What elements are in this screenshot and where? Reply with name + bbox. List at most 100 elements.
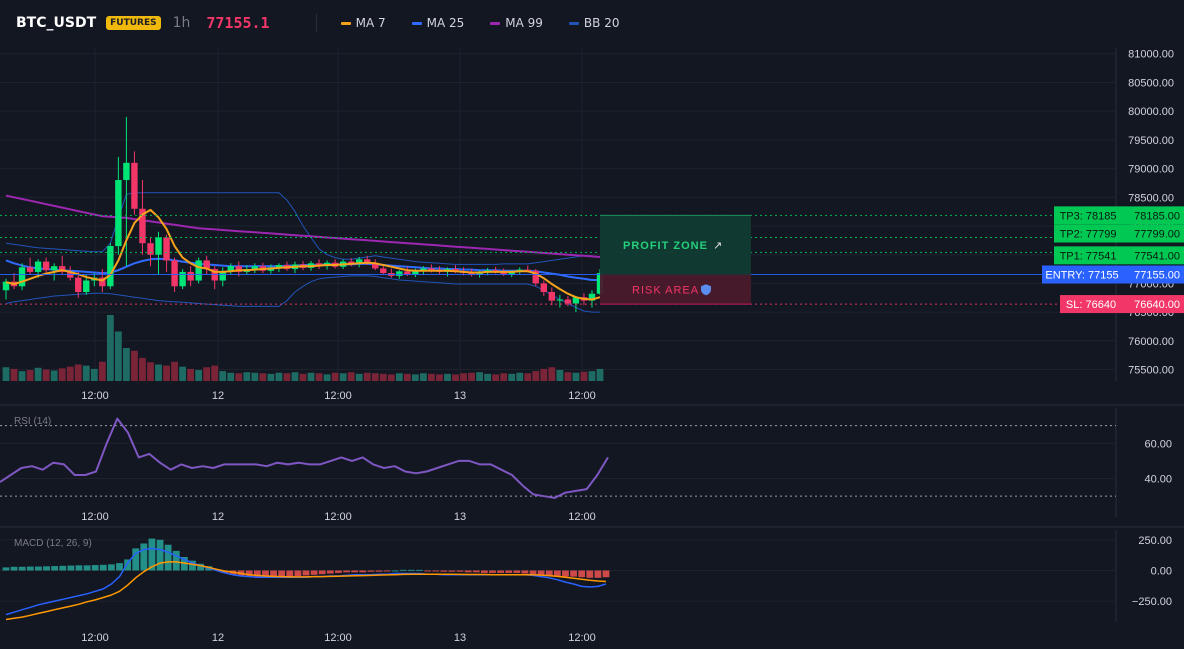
volume-bar [195,370,203,381]
candle-body [131,162,138,209]
x-tick-label: 12:00 [324,390,352,402]
candle-body [428,268,435,271]
candle-body [99,277,106,287]
macd-y-tick-label: 0.00 [1151,565,1172,577]
volume-bar [163,365,170,381]
macd-histogram-bar [197,563,204,571]
macd-histogram-bar [18,566,26,571]
level-tag-bg [1054,206,1122,225]
level-axis-text: 76640.00 [1134,299,1180,311]
macd-histogram-bar [416,569,423,571]
legend-label: MA 99 [505,16,543,30]
volume-bar [315,373,323,381]
volume-bar [468,372,475,381]
candle-body [42,261,50,271]
candle-body [476,272,483,275]
candle-body [347,261,355,264]
level-axis-text: 77799.00 [1134,229,1180,241]
candle-body [588,293,596,301]
futures-badge: FUTURES [106,16,161,30]
volume-bar [588,371,596,381]
candle-body [275,265,283,268]
chart-header: BTC_USDT FUTURES 1h 77155.1 MA 7 MA 25 M… [0,0,1184,46]
volume-bar [411,374,419,381]
macd-pane[interactable]: −250.00 0.00 250.00 MACD (12, 26, 9) 12:00 12… [0,530,1172,644]
level-tag-text: ENTRY: 77155 [1045,269,1118,281]
volume-bar [98,361,106,381]
macd-histogram-bar [91,565,99,571]
symbol-name[interactable]: BTC_USDT [16,15,97,31]
x-tick-label: 13 [454,511,466,523]
volume-bar [403,373,411,381]
x-tick-label: 12:00 [81,511,109,523]
legend-ma99[interactable]: MA 99 [490,16,543,30]
macd-histogram-bar [399,569,407,571]
volume-bar [387,374,395,381]
level-tag-text: SL: 76640 [1066,299,1116,311]
ma99-line [5,194,601,258]
level-tag-bg [1054,246,1122,265]
x-tick-label: 13 [454,632,466,644]
volume-bar [251,372,259,381]
macd-histogram-bar [26,566,34,571]
macd-histogram-bar [553,570,561,576]
legend-ma7[interactable]: MA 7 [340,16,386,30]
macd-histogram-bar [326,570,334,574]
volume-bar [596,368,604,381]
y-tick-label: 80000.00 [1128,106,1174,118]
rsi-y-tick-label: 40.00 [1144,474,1172,486]
level-axis-bg [1122,265,1184,284]
level-tag-bg [1060,295,1122,314]
x-tick-label: 12:00 [568,632,596,644]
bb-lower-line [5,275,600,313]
volume-bar [2,367,10,381]
candle-body [227,266,234,272]
volume-bar [90,368,98,381]
candle-body [572,297,580,304]
timeframe-label[interactable]: 1h [172,15,191,31]
level-tag-entry: ENTRY: 77155 77155.00 [1042,265,1184,284]
bb20-swatch [568,21,579,25]
volume-bar [114,331,122,381]
rsi-pane[interactable]: 40.00 60.00 RSI (14) 12:00 12 12:00 13 12:00 [0,408,1172,523]
candle-body [107,246,114,287]
macd-histogram-bar [10,566,18,571]
volume-bar [26,370,34,381]
shield-icon [701,284,711,296]
volume-bar [347,372,355,381]
candle-body [355,259,363,264]
macd-histogram-bar [294,570,302,576]
macd-histogram-bar [140,543,148,571]
x-tick-label: 12 [212,390,224,402]
rocket-icon: ↗ [713,240,722,252]
candle-body [219,271,226,281]
macd-histogram-bar [367,570,375,572]
level-tag-text: TP3: 78185 [1060,210,1117,222]
legend-ma25[interactable]: MA 25 [411,16,464,30]
macd-histogram-bar [586,570,594,578]
level-tag-tp2: TP2: 77799 77799.00 [1054,224,1184,243]
volume-bar [179,366,186,381]
price-pane[interactable]: 75500.0076000.0076500.0077000.0077500.00… [0,48,1184,528]
macd-histogram-bar [513,570,521,573]
macd-histogram-bar [570,570,577,577]
bb-upper-line [5,192,601,265]
macd-histogram-bar [148,538,156,571]
volume-bar [299,373,307,381]
macd-histogram-bar [529,570,537,575]
legend-bb20[interactable]: BB 20 [568,16,619,30]
volume-bar [10,368,18,381]
y-tick-label: 79000.00 [1128,164,1174,176]
macd-histogram-bar [351,570,359,573]
candle-body [34,261,42,272]
candle-body [123,162,130,181]
candle-body [404,271,411,275]
volume-bar [323,374,331,381]
volume-bar [516,372,524,381]
candle-body [364,259,371,263]
macd-histogram-bar [424,570,432,572]
volume-bar [484,373,492,381]
macd-histogram-bar [343,570,350,573]
